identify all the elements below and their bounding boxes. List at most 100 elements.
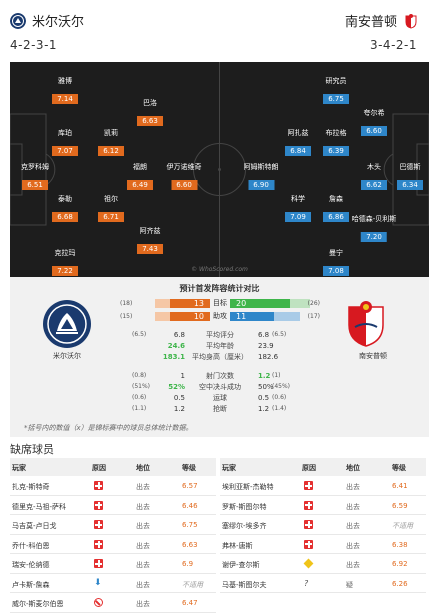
away-goals-bar [230,299,290,308]
table-row[interactable]: 乔什-科伯恩 出去 6.63 [10,535,216,554]
header-position[interactable]: 地位 [136,464,150,472]
home-missing-table: 玩家 原因 地位 等级 扎克-斯特奇 出去 6.57 德里克-马祖-萨科 出去 … [10,458,216,613]
player-rating: 6.38 [392,540,408,549]
header-reason[interactable]: 原因 [92,464,106,472]
home-player[interactable]: 克罗科姆 6.51 [21,162,49,191]
player-name[interactable]: 威尔-斯麦尔伯恩 [12,600,64,608]
stat-row-shots: (0.8) 1 射门次数 1.2 (1) [120,371,320,381]
home-value: 0.5 [173,394,185,402]
player-status: 疑 [346,580,353,589]
home-player[interactable]: 雅博 7.14 [52,76,78,105]
away-player[interactable]: 木头 6.62 [361,162,387,191]
table-row[interactable]: 扎克-斯特奇 出去 6.57 [10,476,216,496]
away-assists-rank: (17) [307,313,320,320]
stat-label: 射门次数 [206,372,234,380]
player-name: 雅博 [58,77,72,85]
header-rating[interactable]: 等级 [392,464,406,472]
away-player[interactable]: 曼宁 7.08 [323,248,349,277]
player-name: 夸尔希 [363,109,385,117]
player-rating: 6.12 [98,146,124,156]
table-row[interactable]: 马吉莫-卢日戈 出去 6.75 [10,515,216,535]
table-row[interactable]: 弗林-唐斯 出去 6.38 [220,535,426,554]
player-name[interactable]: 德里克-马祖-萨科 [12,502,67,511]
player-name[interactable]: 卢卡斯-詹森 [12,580,50,589]
player-rating: 6.26 [392,579,408,588]
player-name: 阿扎兹 [287,129,309,137]
player-name[interactable]: 弗林-唐斯 [222,541,253,550]
home-rank: (0.8) [132,372,147,379]
away-player[interactable]: 哈德森-贝利斯 7.20 [351,214,397,243]
player-rating: 6.49 [127,180,153,190]
home-team-header[interactable]: 米尔沃尔 [10,11,84,30]
table-row[interactable]: 谢伊-查尔斯 出去 6.92 [220,554,426,574]
away-player[interactable]: 詹森 6.86 [323,194,349,223]
home-player[interactable]: 克拉玛 7.22 [52,248,78,277]
player-status: 出去 [136,561,150,569]
away-player[interactable]: 阿姆斯特朗 6.90 [244,162,279,191]
player-name: 泰勒 [58,195,72,203]
player-status: 出去 [136,483,150,491]
away-value: 50% [258,383,274,391]
table-row[interactable]: 塞缪尔-埃多齐 出去 不适用 [220,515,426,535]
player-name[interactable]: 塞缪尔-埃多齐 [222,522,267,530]
player-name: 哈德森-贝利斯 [351,215,397,223]
player-name[interactable]: 马吉莫-卢日戈 [12,522,57,530]
home-player[interactable]: 凯莉 6.12 [98,128,124,157]
home-player[interactable]: 阿齐兹 7.43 [137,226,163,255]
stat-label: 平均评分 [206,331,234,339]
away-team-header[interactable]: 南安普顿 [345,11,419,30]
home-player[interactable]: 福朗 6.49 [127,162,153,191]
stat-label: 抢断 [213,405,227,413]
home-player[interactable]: 泰勒 6.68 [52,194,78,223]
player-rating: 6.90 [248,180,274,190]
player-rating: 6.75 [182,521,198,529]
home-rank: (1.1) [132,405,147,412]
home-player[interactable]: 库珀 7.07 [52,128,78,157]
away-player[interactable]: 布拉格 6.39 [323,128,349,157]
table-row[interactable]: 埃利亚斯-杰勒特 出去 6.41 [220,476,426,496]
stat-label: 平均年龄 [206,342,234,350]
table-row[interactable]: 瑞安-伦纳德 出去 6.9 [10,554,216,574]
table-row[interactable]: 罗斯-斯图尔特 出去 6.59 [220,496,426,515]
header-rating[interactable]: 等级 [182,464,196,472]
home-goals-bar [170,299,210,308]
away-player[interactable]: 阿扎兹 6.84 [285,128,311,157]
home-value: 1.2 [173,405,185,413]
header-position[interactable]: 地位 [346,464,360,472]
away-player[interactable]: 研究员 6.75 [323,76,349,105]
away-player[interactable]: 科学 7.09 [285,194,311,223]
player-name[interactable]: 马基-斯图尔夫 [222,580,267,589]
injury-icon [304,500,313,510]
header-player[interactable]: 玩家 [222,464,236,472]
home-player[interactable]: 伊万诺维奇 6.60 [167,162,202,191]
header-player[interactable]: 玩家 [12,464,26,472]
away-player[interactable]: 巴德斯 6.34 [397,162,423,191]
player-name[interactable]: 谢伊-查尔斯 [222,561,260,569]
table-row[interactable]: 卢卡斯-詹森 ⬇ 出去 不适用 [10,574,216,593]
away-rank: (6.5) [272,331,287,338]
home-player[interactable]: 巴洛 6.63 [137,98,163,127]
table-row[interactable]: 马基-斯图尔夫 ? 疑 6.26 [220,574,426,593]
player-rating: 7.07 [52,146,78,156]
home-goals: 13 [193,299,204,308]
player-name[interactable]: 扎克-斯特奇 [12,483,50,491]
player-rating: 6.86 [323,212,349,222]
injury-icon [94,481,103,490]
player-status: 出去 [136,600,150,608]
away-team-name[interactable]: 南安普顿 [344,15,397,30]
player-rating: 6.34 [397,180,423,190]
away-rank: (1.4) [272,405,287,412]
player-name[interactable]: 瑞安-伦纳德 [12,561,50,569]
player-rating: 6.75 [323,94,349,104]
away-player[interactable]: 夸尔希 6.60 [361,108,387,137]
home-team-name[interactable]: 米尔沃尔 [32,15,85,30]
player-name: 克罗科姆 [21,163,49,171]
away-value: 1.2 [258,372,271,380]
player-name[interactable]: 埃利亚斯-杰勒特 [222,483,274,491]
home-player[interactable]: 祖尔 6.71 [98,194,124,223]
player-name[interactable]: 罗斯-斯图尔特 [222,502,267,511]
header-reason[interactable]: 原因 [302,464,316,472]
table-row[interactable]: 德里克-马祖-萨科 出去 6.46 [10,496,216,515]
player-name[interactable]: 乔什-科伯恩 [12,541,50,550]
pitch-lines [10,62,429,277]
